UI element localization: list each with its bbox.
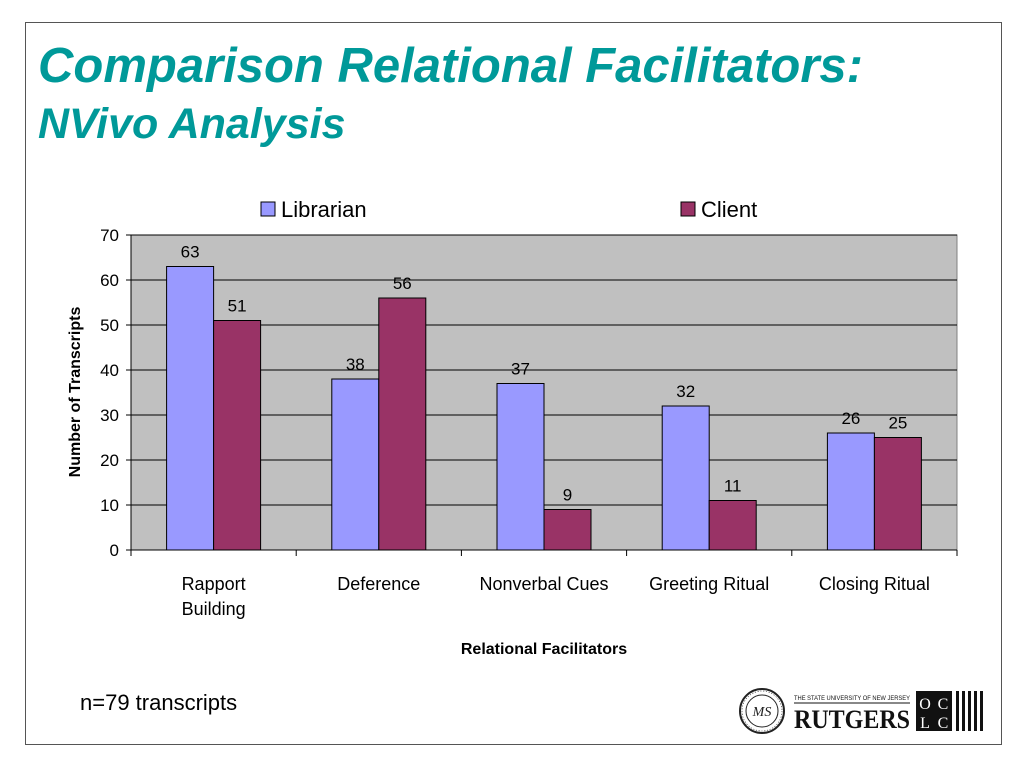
title-line-2: NVivo Analysis: [38, 100, 346, 148]
oclc-letter-4: C: [938, 715, 949, 732]
sample-size-note: n=79 transcripts: [80, 690, 238, 715]
legend-label: Librarian: [281, 197, 367, 222]
bar-librarian: [166, 266, 215, 551]
y-tick-label: 20: [100, 451, 119, 470]
x-category-label: Rapport: [182, 574, 246, 594]
data-label-client: 51: [228, 297, 247, 316]
bar-librarian: [496, 383, 545, 551]
y-tick-label: 70: [100, 226, 119, 245]
rutgers-logo: THE STATE UNIVERSITY OF NEW JERSEY RUTGE…: [794, 695, 910, 734]
bar-client: [213, 320, 262, 551]
bar-librarian: [331, 378, 380, 551]
data-label-client: 11: [724, 477, 742, 496]
y-tick-label: 10: [100, 496, 119, 515]
data-label-client: 56: [393, 274, 412, 293]
logo-strip: MS THE STATE UNIVERSITY OF NEW JERSEY RU…: [739, 688, 983, 734]
data-label-librarian: 63: [181, 243, 200, 262]
oclc-letter-2: C: [938, 696, 949, 713]
bar-client: [543, 509, 592, 551]
bar-client: [873, 437, 922, 551]
legend-label: Client: [701, 197, 757, 222]
oclc-letter-3: L: [920, 715, 930, 732]
x-category-label: Closing Ritual: [819, 574, 930, 594]
x-category-label: Nonverbal Cues: [479, 574, 608, 594]
slide-frame: [25, 22, 1002, 745]
y-tick-label: 30: [100, 406, 119, 425]
seal-monogram: MS: [752, 705, 772, 720]
bar-client: [708, 500, 757, 551]
rutgers-tagline: THE STATE UNIVERSITY OF NEW JERSEY: [794, 695, 910, 702]
x-axis-title: Relational Facilitators: [461, 641, 627, 658]
oclc-logo: O C L C: [916, 691, 983, 732]
y-tick-label: 50: [100, 316, 119, 335]
data-label-client: 25: [888, 414, 907, 433]
y-tick-label: 60: [100, 271, 119, 290]
seal-logo: MS: [739, 688, 785, 734]
data-label-client: 9: [563, 486, 572, 505]
rutgers-wordmark: RUTGERS: [794, 705, 910, 734]
oclc-letter-1: O: [919, 696, 931, 713]
title-line-1: Comparison Relational Facilitators:: [38, 39, 863, 93]
data-label-librarian: 32: [676, 382, 695, 401]
data-label-librarian: 26: [841, 409, 860, 428]
slide-title: Comparison Relational Facilitators: NViv…: [38, 36, 863, 152]
bar-client: [378, 297, 427, 551]
legend-swatch: [260, 201, 276, 217]
legend-swatch: [680, 201, 696, 217]
x-category-label: Deference: [337, 574, 420, 594]
x-category-label: Building: [182, 599, 246, 619]
x-category-label: Greeting Ritual: [649, 574, 769, 594]
data-label-librarian: 37: [511, 360, 530, 379]
y-axis-title: Number of Transcripts: [67, 307, 84, 478]
y-tick-label: 40: [100, 361, 119, 380]
y-tick-label: 0: [110, 541, 119, 560]
bar-librarian: [661, 405, 710, 551]
data-label-librarian: 38: [346, 355, 365, 374]
bar-librarian: [826, 432, 875, 551]
